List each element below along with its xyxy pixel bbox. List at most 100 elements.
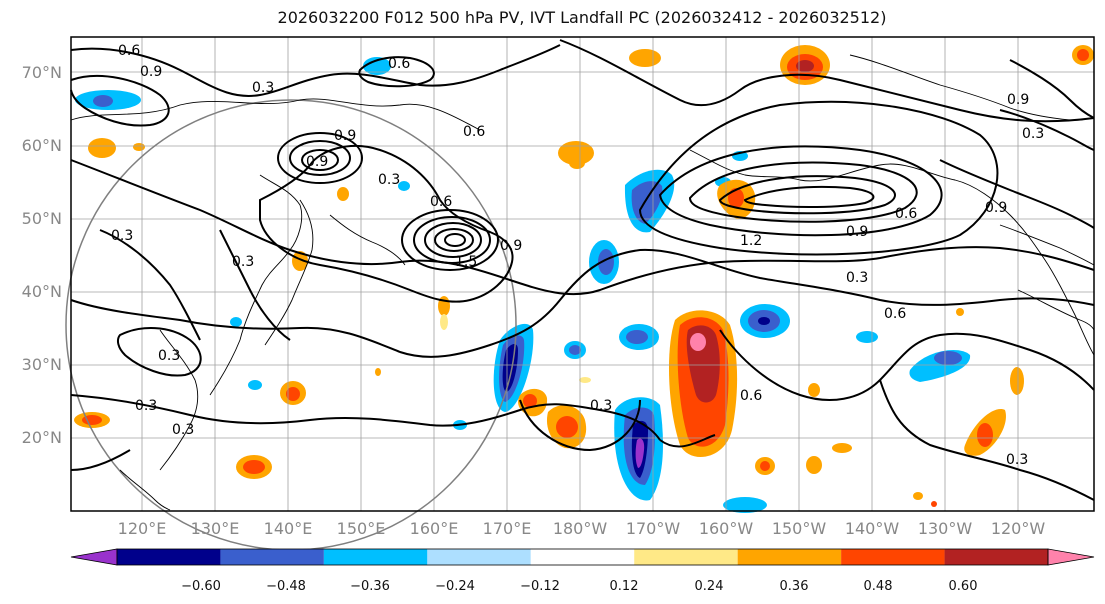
- pos-anomaly-core: [243, 460, 265, 474]
- pos-anomaly-blob: [440, 314, 448, 330]
- pv-contour: [879, 379, 1095, 501]
- pos-anomaly-core: [977, 423, 993, 447]
- colorbar-segment: [427, 549, 531, 565]
- contour-label: 1.5: [455, 254, 477, 270]
- contour-label: 0.3: [590, 398, 612, 414]
- coastline-north-america: [689, 149, 1095, 356]
- colorbar-tick-label: −0.36: [350, 579, 390, 594]
- pv-contour: [743, 185, 875, 209]
- neg-anomaly-core: [569, 345, 581, 355]
- contour-label-group: 0.6 0.9 0.3 0.6 0.9 0.9 0.3 0.6 0.3 0.3 …: [111, 43, 1044, 468]
- contour-label: 0.6: [118, 43, 140, 59]
- lat-label: 40°N: [22, 282, 62, 301]
- contour-label: 0.6: [895, 206, 917, 222]
- neg-anomaly-core: [598, 249, 614, 275]
- lon-label: 160°E: [410, 519, 459, 538]
- pv-contour: [658, 145, 943, 237]
- contour-label: 0.3: [158, 348, 180, 364]
- neg-anomaly-blob: [723, 497, 767, 513]
- colorbar-tick-label: 0.48: [864, 579, 893, 594]
- pv-contour: [289, 140, 351, 176]
- contour-label: 0.6: [430, 194, 452, 210]
- pos-anomaly-core: [523, 394, 537, 408]
- pv-contour: [219, 229, 291, 341]
- contour-label: 0.3: [1006, 452, 1028, 468]
- lon-label: 140°E: [264, 519, 313, 538]
- coastline-southeast: [119, 469, 171, 511]
- map-title: 2026032200 F012 500 hPa PV, IVT Landfall…: [277, 8, 887, 27]
- lon-label: 120°W: [991, 519, 1046, 538]
- coastline-kuril: [329, 214, 406, 266]
- map-frame: [70, 36, 1095, 512]
- pv-contour: [939, 159, 1095, 229]
- pv-contour: [519, 399, 641, 452]
- colorbar-outline: [116, 548, 1049, 566]
- lon-label: 170°E: [483, 519, 532, 538]
- colorbar-tick-label: −0.12: [520, 579, 560, 594]
- pv-contour: [1009, 59, 1095, 119]
- neg-anomaly-core: [626, 330, 648, 344]
- pv-contour: [999, 109, 1095, 151]
- neg-anomaly-blob: [248, 380, 262, 390]
- colorbar-tick-label: −0.60: [181, 579, 221, 594]
- lat-label: 30°N: [22, 355, 62, 374]
- contour-label: 0.3: [111, 228, 133, 244]
- contour-label: 0.3: [135, 398, 157, 414]
- pv-contour: [70, 394, 661, 441]
- contour-label: 0.3: [846, 270, 868, 286]
- map-panel: 0.6 0.9 0.3 0.6 0.9 0.9 0.3 0.6 0.3 0.3 …: [65, 36, 1095, 551]
- colorbar-segment: [841, 549, 945, 565]
- contour-label: 0.9: [306, 154, 328, 170]
- contour-label: 0.3: [252, 80, 274, 96]
- lon-label: 180°W: [553, 519, 608, 538]
- coastline-japan: [264, 199, 314, 346]
- lon-label: 150°E: [337, 519, 386, 538]
- pos-anomaly-blob: [1010, 367, 1024, 395]
- pv-contour: [688, 161, 918, 223]
- pos-anomaly-core: [82, 415, 102, 425]
- colorbar-segment: [117, 549, 221, 565]
- pv-contour: [424, 222, 482, 258]
- colorbar-segment: [323, 549, 428, 565]
- pv-contour: [659, 434, 716, 448]
- colorbar-tick-label: −0.24: [435, 579, 475, 594]
- neg-anomaly-core: [758, 317, 770, 325]
- pv-contour: [70, 74, 170, 127]
- contour-label: 0.9: [846, 224, 868, 240]
- pos-anomaly-core: [1077, 49, 1089, 61]
- contour-label: 0.6: [463, 124, 485, 140]
- lon-label: 170°W: [626, 519, 681, 538]
- contour-label: 0.6: [388, 56, 410, 72]
- pv-contour: [99, 229, 201, 341]
- colorbar-tick-label: 0.60: [949, 579, 978, 594]
- colorbar-segment: [737, 549, 842, 565]
- pv-contour: [277, 132, 363, 184]
- pos-anomaly-core: [556, 416, 578, 438]
- neg-anomaly-blob: [398, 181, 410, 191]
- pos-anomaly-core: [286, 387, 300, 401]
- colorbar: −0.60 −0.48 −0.36 −0.24 −0.12 0.12 0.24 …: [70, 548, 1095, 594]
- pos-anomaly-blob: [913, 492, 923, 500]
- contour-label: 0.9: [985, 200, 1007, 216]
- pos-anomaly-blob: [832, 443, 852, 453]
- lon-label: 140°W: [845, 519, 900, 538]
- pos-anomaly-core: [690, 333, 706, 351]
- coastline-china: [159, 329, 199, 471]
- shaded-anomalies: [74, 45, 1094, 513]
- colorbar-tick-label: 0.36: [780, 579, 809, 594]
- neg-anomaly-core: [631, 181, 663, 224]
- colorbar-segment: [530, 549, 635, 565]
- pos-anomaly-blob: [629, 49, 661, 67]
- colorbar-tick-label: 0.12: [610, 579, 639, 594]
- lon-label: 120°E: [118, 519, 167, 538]
- pv-contour: [719, 329, 1095, 401]
- lat-label: 20°N: [22, 428, 62, 447]
- neg-anomaly-core: [635, 438, 645, 468]
- neg-anomaly-blob: [363, 57, 391, 75]
- pv-contour: [70, 449, 131, 471]
- contour-label: 0.9: [500, 238, 522, 254]
- colorbar-extend-max: [1047, 548, 1095, 566]
- colorbar-segment: [634, 549, 738, 565]
- colorbar-segment: [944, 549, 1048, 565]
